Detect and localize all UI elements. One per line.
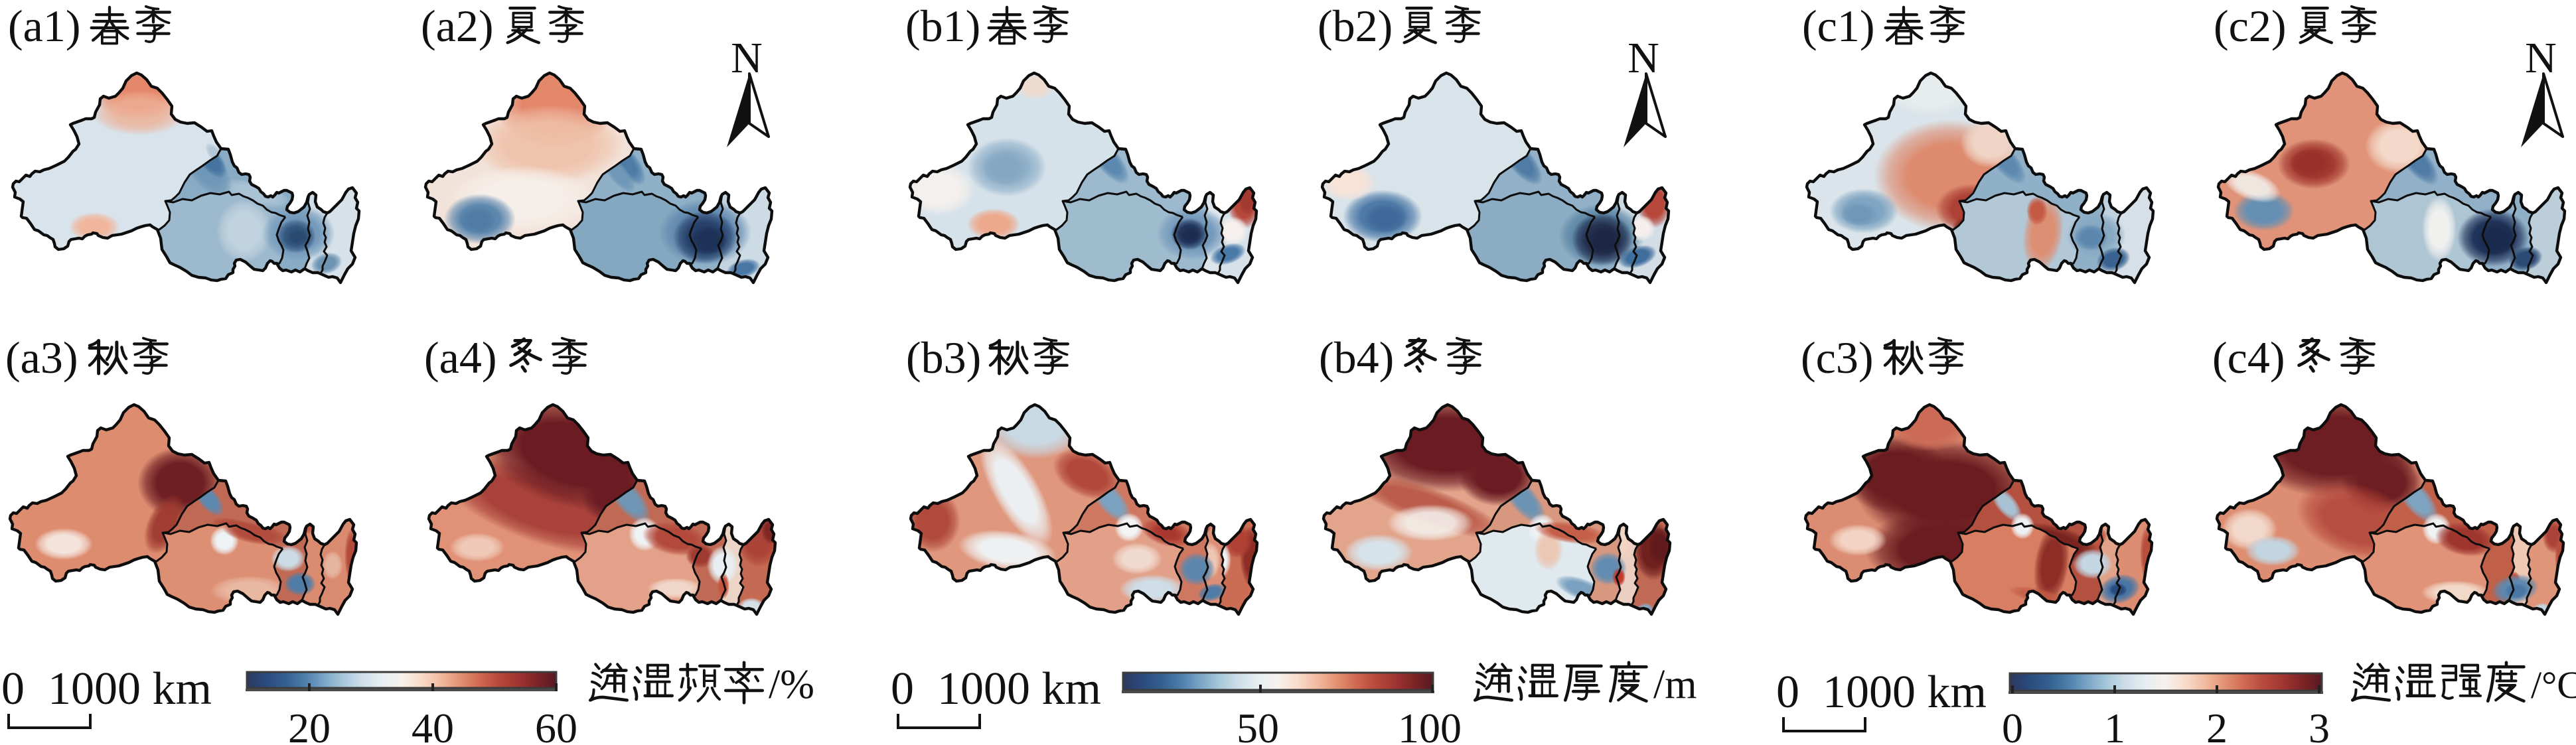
svg-text:(c3): (c3) <box>1801 332 1873 383</box>
svg-text:(a3): (a3) <box>5 332 78 383</box>
svg-text:N: N <box>2525 34 2557 82</box>
svg-text:1000 km: 1000 km <box>1823 667 1987 718</box>
svg-text:/°C: /°C <box>2531 663 2576 707</box>
svg-text:0: 0 <box>2002 705 2023 745</box>
svg-text:20: 20 <box>288 705 331 745</box>
svg-text:(a2): (a2) <box>421 1 493 51</box>
svg-text:1: 1 <box>2104 705 2125 745</box>
svg-text:3: 3 <box>2309 705 2330 745</box>
svg-text:(b1): (b1) <box>905 1 980 51</box>
svg-text:(c1): (c1) <box>1802 1 1874 51</box>
svg-text:(b3): (b3) <box>906 332 981 383</box>
svg-text:/%: /% <box>769 662 814 707</box>
svg-text:100: 100 <box>1398 705 1462 745</box>
svg-text:(c2): (c2) <box>2214 1 2286 51</box>
svg-text:(a1): (a1) <box>8 1 80 51</box>
svg-text:(b4): (b4) <box>1319 332 1394 383</box>
svg-text:N: N <box>1628 34 1659 82</box>
svg-text:40: 40 <box>412 705 454 745</box>
svg-text:0: 0 <box>1776 667 1799 718</box>
svg-text:(a4): (a4) <box>424 332 496 383</box>
svg-text:N: N <box>731 34 763 82</box>
svg-text:60: 60 <box>535 705 577 745</box>
svg-text:(b2): (b2) <box>1318 1 1393 51</box>
svg-text:/m: /m <box>1653 662 1697 707</box>
svg-text:1000 km: 1000 km <box>937 663 1101 714</box>
svg-text:0: 0 <box>1 663 25 714</box>
svg-text:1000 km: 1000 km <box>48 663 212 714</box>
svg-text:0: 0 <box>891 663 914 714</box>
svg-text:(c4): (c4) <box>2212 332 2285 383</box>
svg-text:2: 2 <box>2206 705 2228 745</box>
svg-text:50: 50 <box>1237 705 1279 745</box>
